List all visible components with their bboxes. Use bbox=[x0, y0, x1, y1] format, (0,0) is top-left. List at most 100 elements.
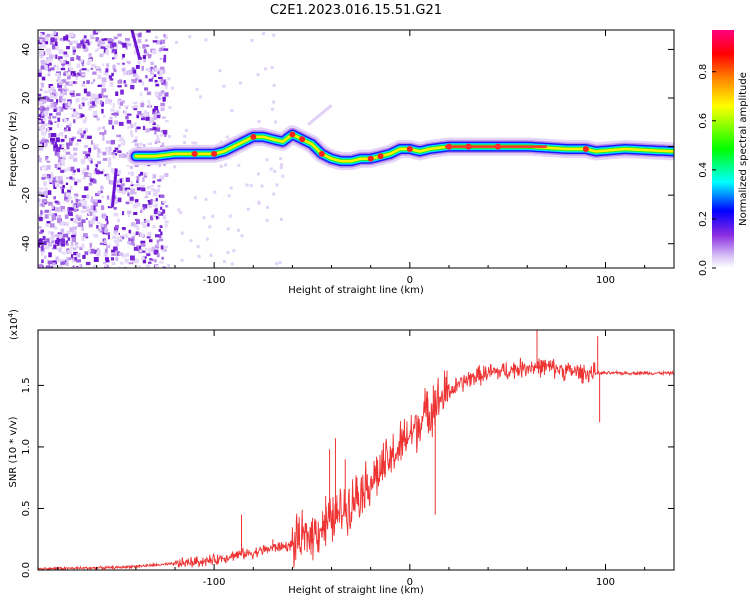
noise-speck bbox=[59, 93, 64, 97]
noise-speck bbox=[41, 76, 46, 81]
noise-speck bbox=[71, 172, 76, 176]
noise-speck bbox=[144, 172, 147, 176]
noise-speck bbox=[142, 44, 146, 49]
noise-speck bbox=[92, 209, 98, 212]
spectrogram-axes: -100 0 100 -40 -20 0 20 40 bbox=[21, 30, 674, 286]
noise-speck bbox=[92, 71, 97, 75]
noise-speck bbox=[69, 32, 74, 38]
noise-speck bbox=[167, 263, 171, 267]
noise-speck bbox=[93, 202, 98, 207]
noise-speck bbox=[60, 241, 64, 246]
snr-frame bbox=[37, 329, 675, 571]
noise-speck bbox=[71, 113, 75, 118]
noise-speck bbox=[101, 205, 105, 210]
noise-speck bbox=[69, 107, 74, 110]
noise-speck bbox=[50, 103, 54, 109]
noise-speck bbox=[84, 251, 89, 256]
noise-speck bbox=[85, 153, 91, 159]
noise-speck bbox=[54, 141, 57, 146]
noise-speck bbox=[168, 135, 171, 138]
noise-speck bbox=[65, 72, 70, 77]
noise-speck bbox=[66, 75, 71, 80]
noise-speck bbox=[45, 194, 48, 198]
noise-speck bbox=[158, 76, 163, 79]
noise-speck bbox=[41, 177, 46, 180]
noise-speck bbox=[110, 182, 115, 185]
noise-speck bbox=[75, 266, 80, 268]
noise-speck bbox=[96, 225, 99, 229]
noise-speck bbox=[48, 88, 51, 93]
noise-speck bbox=[144, 44, 150, 47]
noise-speck bbox=[122, 211, 125, 216]
noise-speck bbox=[105, 68, 109, 73]
noise-speck bbox=[43, 181, 47, 187]
noise-speck bbox=[152, 174, 157, 179]
noise-speck bbox=[50, 137, 55, 142]
noise-speck bbox=[84, 156, 87, 160]
noise-speck bbox=[134, 258, 139, 264]
noise-speck bbox=[75, 98, 80, 103]
noise-speck bbox=[139, 171, 144, 176]
noise-speck bbox=[67, 83, 73, 87]
noise-speck bbox=[133, 108, 137, 111]
noise-speck bbox=[153, 74, 157, 77]
spectrogram-xlabel: Height of straight line (km) bbox=[288, 285, 424, 296]
noise-speck bbox=[57, 83, 62, 88]
noise-speck bbox=[257, 172, 260, 176]
noise-speck bbox=[53, 38, 58, 42]
noise-speck bbox=[121, 67, 126, 72]
noise-speck bbox=[91, 93, 96, 96]
noise-speck bbox=[125, 38, 130, 43]
noise-speck bbox=[278, 261, 282, 265]
noise-speck bbox=[133, 232, 136, 237]
noise-speck bbox=[97, 74, 102, 80]
noise-speck bbox=[160, 245, 164, 250]
noise-speck bbox=[124, 84, 128, 87]
noise-speck bbox=[154, 265, 159, 268]
noise-speck bbox=[74, 112, 78, 117]
noise-speck bbox=[49, 92, 53, 96]
noise-speck bbox=[141, 187, 146, 192]
noise-speck bbox=[113, 36, 118, 40]
noise-speck bbox=[53, 184, 57, 189]
noise-speck bbox=[275, 183, 279, 187]
noise-speck bbox=[136, 126, 141, 130]
noise-speck bbox=[51, 141, 55, 145]
noise-speck bbox=[74, 208, 78, 212]
noise-speck bbox=[68, 196, 73, 200]
noise-speck bbox=[147, 232, 151, 237]
noise-speck bbox=[134, 218, 139, 221]
noise-speck bbox=[50, 121, 53, 125]
noise-speck bbox=[121, 227, 126, 230]
noise-speck bbox=[124, 258, 129, 264]
noise-speck bbox=[110, 167, 116, 173]
noise-speck bbox=[147, 142, 152, 145]
noise-speck bbox=[48, 120, 52, 125]
noise-speck bbox=[117, 33, 122, 37]
noise-speck bbox=[41, 124, 46, 127]
noise-speck bbox=[54, 120, 57, 124]
noise-speck bbox=[140, 242, 146, 247]
noise-speck bbox=[59, 38, 65, 41]
noise-speck bbox=[68, 167, 73, 171]
noise-speck bbox=[116, 170, 121, 175]
noise-speck bbox=[140, 103, 144, 108]
noise-speck bbox=[59, 96, 63, 101]
noise-speck bbox=[39, 38, 45, 43]
noise-speck bbox=[60, 221, 65, 226]
noise-speck bbox=[113, 207, 117, 210]
noise-speck bbox=[273, 120, 277, 124]
noise-speck bbox=[142, 144, 146, 148]
noise-speck bbox=[52, 262, 56, 266]
noise-speck bbox=[57, 79, 62, 83]
noise-speck bbox=[61, 156, 66, 161]
noise-speck bbox=[41, 246, 44, 251]
noise-speck bbox=[55, 41, 58, 46]
noise-speck bbox=[150, 61, 154, 65]
noise-speck bbox=[126, 70, 129, 75]
noise-speck bbox=[135, 78, 138, 81]
noise-speck bbox=[77, 222, 83, 227]
noise-speck bbox=[63, 90, 67, 96]
noise-speck bbox=[165, 120, 169, 123]
